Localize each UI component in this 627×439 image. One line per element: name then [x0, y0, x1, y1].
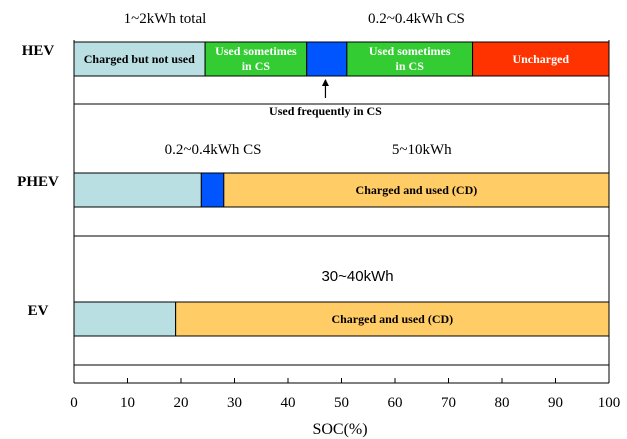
- bars-layer: Used sometimes in CS Used sometimes in CS Un…: [73, 41, 610, 337]
- segment-label: Uncharged: [512, 52, 569, 66]
- x-tick-label: 80: [495, 395, 510, 411]
- bar-segment: [200, 172, 225, 208]
- bar-segment: [73, 301, 177, 337]
- bar-segment: [346, 41, 474, 77]
- annotation-text: 30~40kWh: [321, 268, 393, 285]
- x-tick-label: 20: [174, 395, 189, 411]
- x-tick-label: 70: [441, 395, 456, 411]
- bar-segment: [73, 172, 202, 208]
- row-label: HEV: [22, 43, 55, 59]
- segment-label: Charged and used (CD): [331, 312, 453, 326]
- row-label: PHEV: [17, 174, 59, 190]
- x-tick-label: 10: [120, 395, 135, 411]
- x-tick-label: 60: [388, 395, 403, 411]
- x-tick-label: 40: [281, 395, 296, 411]
- bar-segment: [204, 41, 308, 77]
- x-tick-label: 30: [227, 395, 242, 411]
- annotation-arrow-head: [321, 79, 329, 86]
- annotations-layer: 1~2kWh total 0.2~0.4kWh CS Charged but not…: [84, 11, 465, 285]
- row-label: EV: [28, 303, 49, 319]
- annotation-text: 0.2~0.4kWh CS: [368, 11, 465, 27]
- x-tick-label: 90: [548, 395, 563, 411]
- x-axis: 0 10 20 30 40 50 60 70 80 90 100: [70, 40, 620, 411]
- x-axis-label: SOC(%): [312, 421, 367, 438]
- annotation-text: 1~2kWh total: [124, 11, 207, 27]
- bar-segment: [223, 172, 610, 208]
- bar-segment: [306, 41, 348, 77]
- annotation-text: Used frequently in CS: [269, 104, 382, 118]
- row-labels: HEV PHEV EV: [17, 43, 59, 319]
- x-tick-label: 50: [334, 395, 349, 411]
- bar-segment: [175, 301, 610, 337]
- segment-label: Used sometimes in CS: [215, 44, 297, 73]
- bar-segment: [73, 41, 206, 77]
- segment-label: Used sometimes in CS: [369, 44, 451, 73]
- segment-label: Charged but not used: [84, 52, 195, 66]
- x-tick-label: 100: [598, 395, 621, 411]
- x-tick-label: 0: [70, 395, 78, 411]
- annotation-text: 5~10kWh: [392, 142, 452, 158]
- segment-label: Charged and used (CD): [356, 183, 478, 197]
- annotation-text: 0.2~0.4kWh CS: [165, 142, 262, 158]
